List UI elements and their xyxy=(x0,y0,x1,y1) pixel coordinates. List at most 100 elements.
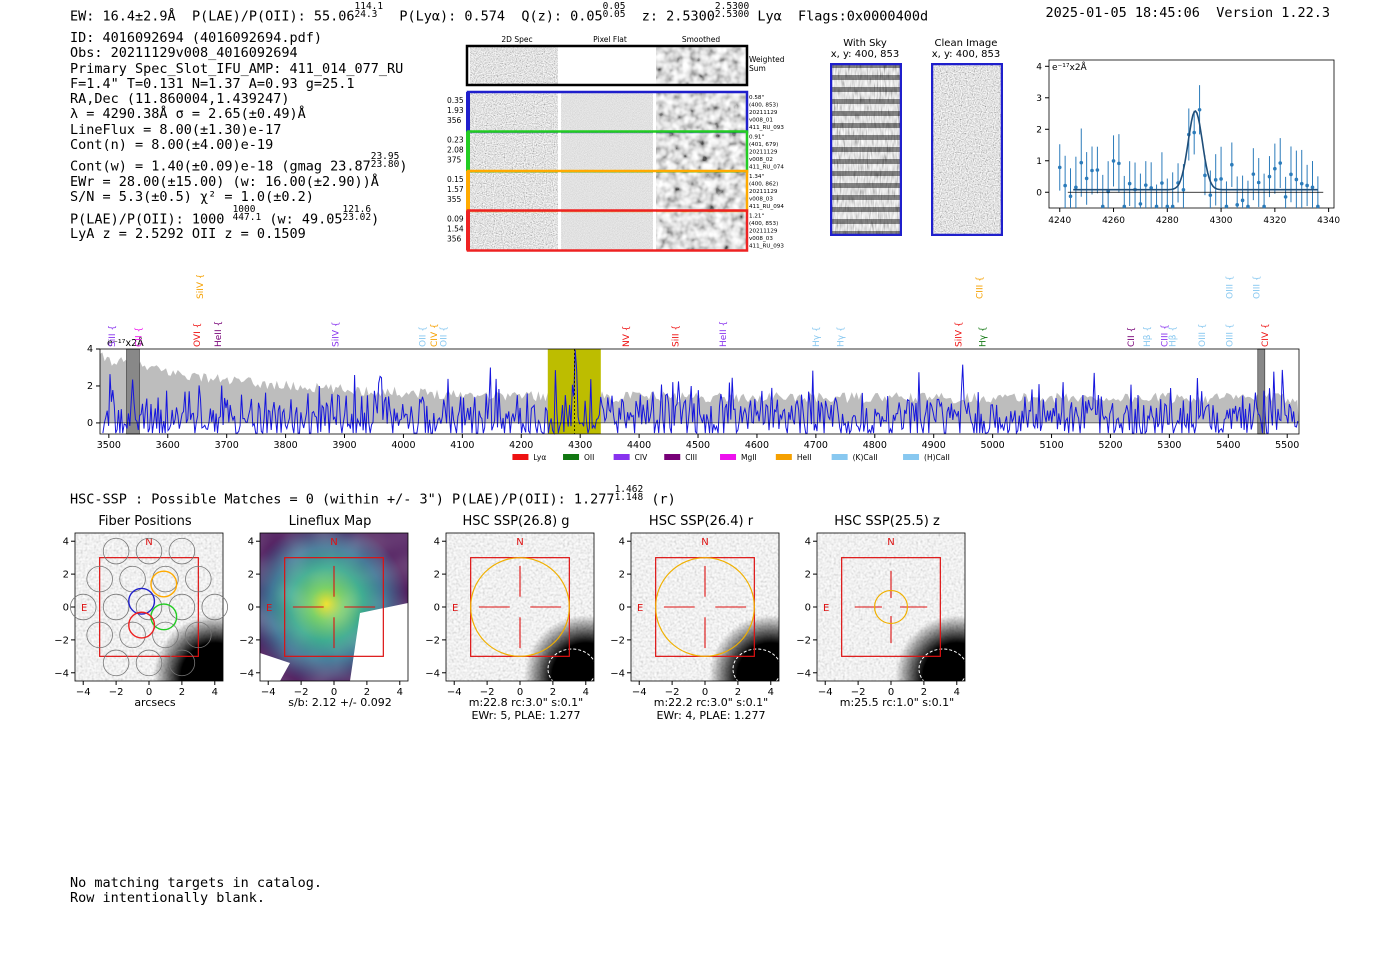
photometry-aperture xyxy=(470,557,570,657)
panel-xtick-label: −2 xyxy=(851,687,866,698)
hsc-panel-title: Fiber Positions xyxy=(98,514,192,529)
zoom-data-point xyxy=(1057,165,1062,170)
cutout-gap xyxy=(653,132,656,171)
cutout-smoothed xyxy=(656,93,746,131)
zoom-data-point xyxy=(1074,185,1078,190)
lineflux-blank xyxy=(260,653,290,681)
line-id: Lyα xyxy=(757,8,782,25)
east-label: E xyxy=(452,603,458,614)
flags-value: Flags:0x0000400d xyxy=(798,8,929,25)
panel-xtick-label: −4 xyxy=(447,687,462,698)
hsc-panel-title: HSC SSP(26.8) g xyxy=(462,514,570,529)
cutout-row-stat: 375 xyxy=(447,156,462,165)
spectrum-xtick-label: 5300 xyxy=(1157,440,1181,451)
zoom-data-point xyxy=(1283,195,1288,199)
line-id-text: CIV { xyxy=(430,323,440,347)
cutout-row-stat: 2.08 xyxy=(447,146,464,155)
panel-ytick-label: −4 xyxy=(54,668,69,679)
zoom-data-point xyxy=(1294,177,1299,182)
cutout-smoothed xyxy=(656,132,746,171)
line-id-text: Hβ { xyxy=(1168,326,1178,347)
spectrum-axes xyxy=(99,348,1300,435)
zoom-data-point xyxy=(1224,204,1229,209)
cutout-2dspec xyxy=(470,93,558,131)
zoom-data-point xyxy=(1197,107,1202,112)
zoom-line-fit-chart: 4240 4260 4280 4300 4320 4340 0 1 2 3 4 e⁻¹⁷x2Å xyxy=(1036,59,1340,226)
zoom-data-point xyxy=(1262,204,1266,209)
zoom-data-point xyxy=(1122,204,1127,209)
line-id-text: OIII { xyxy=(1225,275,1235,299)
zoom-data-point xyxy=(1256,180,1261,185)
line-id-text: OIII { xyxy=(1225,323,1235,347)
zoom-data-point xyxy=(1111,159,1116,163)
cutout-row-meta: v008_02 xyxy=(749,157,773,163)
spectrum-flux-line xyxy=(102,349,1299,435)
zoom-data-point xyxy=(1235,203,1240,207)
legend-swatch xyxy=(903,454,920,460)
with-sky-coord: x, y: 400, 853 xyxy=(830,49,900,60)
panel-ytick-label: 4 xyxy=(248,537,254,548)
panel-ytick-label: 4 xyxy=(619,537,625,548)
fiber-circle xyxy=(168,537,196,565)
panel-ytick-label: 0 xyxy=(619,603,625,614)
zoom-data-point xyxy=(1289,172,1293,177)
with-sky-title: With Sky x, y: 400, 853 xyxy=(820,38,910,60)
zoom-data-point xyxy=(1230,162,1234,167)
spectrum-xtick-label: 4400 xyxy=(627,440,651,451)
line-id-label: HeII { xyxy=(214,321,224,347)
cutout-row-stat: 1.54 xyxy=(447,225,464,234)
panel-ytick-label: 2 xyxy=(434,570,440,581)
hsc-panel-image: −4 −4 −2 −2 0 0 2 2 4 4 N E xyxy=(610,532,780,698)
cutout-row-stat: 0.15 xyxy=(447,175,464,184)
info-contn: Cont(n) = 8.00(±4.00)e-19 xyxy=(70,137,274,154)
info-redshifts: LyA z = 2.5292 OII z = 0.1509 xyxy=(70,226,306,243)
hsc-panel-caption: arcsecs xyxy=(50,696,260,709)
line-id-label: OII { xyxy=(418,326,428,347)
line-id-label: OIII { xyxy=(1225,323,1235,347)
caption-line-1: m:25.5 rc:1.0" s:0.1" xyxy=(839,696,955,709)
line-id-label: NV { xyxy=(622,326,632,347)
line-id-label: SiII { xyxy=(108,325,118,347)
zoom-data-point xyxy=(1181,187,1186,192)
line-id-label: Hβ { xyxy=(1168,326,1178,347)
caption-line-1: m:22.8 rc:3.0" s:0.1" xyxy=(468,696,584,709)
line-id-label: Hγ { xyxy=(837,326,847,347)
cutout-gap xyxy=(558,93,561,131)
cutout-row-meta: 411_RU_093 xyxy=(749,244,784,250)
fiber-circle xyxy=(168,649,196,677)
photometry-aperture xyxy=(873,589,909,625)
line-id-label: CIII { xyxy=(976,276,986,299)
footer-notes: No matching targets in catalog. Row inte… xyxy=(70,875,322,907)
line-id-label: SiIV { xyxy=(954,321,964,347)
fiber-circle xyxy=(102,649,130,677)
cutout-row-meta: 0.58" xyxy=(749,95,764,101)
east-label: E xyxy=(81,603,87,614)
cutout-row-stat: 356 xyxy=(447,235,462,244)
spectrum-xtick-label: 4100 xyxy=(450,440,474,451)
timestamp-version: 2025-01-05 18:45:06 Version 1.22.3 xyxy=(1046,5,1331,21)
panel-ytick-label: −4 xyxy=(610,668,625,679)
spectrum-unit-label: e⁻¹⁷x2Å xyxy=(107,337,144,349)
zoom-xtick-label: 4340 xyxy=(1317,216,1340,226)
north-label: N xyxy=(145,537,152,548)
panel-ytick-label: −2 xyxy=(425,635,440,646)
hsc-panel-title: Lineflux Map xyxy=(288,514,372,529)
panel-xtick-label: 4 xyxy=(212,687,218,698)
cutout-pixelflat xyxy=(561,93,653,131)
line-id-text: SiIV { xyxy=(332,321,342,347)
line-id-text: Hβ { xyxy=(1143,326,1153,347)
zoom-data-point xyxy=(1208,193,1213,197)
cutout-smoothed xyxy=(656,211,746,250)
cutout-row-stat: 356 xyxy=(447,116,462,125)
plae-value: P(LAE)/P(OII): 55.06 xyxy=(191,8,355,25)
caption-line-1: s/b: 2.12 +/- 0.092 xyxy=(288,696,392,709)
spectrum-xtick-label: 3800 xyxy=(274,440,298,451)
legend-label: HeII xyxy=(797,453,812,462)
ew-value: EW: 16.4±2.9Å xyxy=(70,8,176,25)
panel-ytick-label: −4 xyxy=(796,668,811,679)
legend-swatch xyxy=(563,454,580,460)
panel-ytick-label: 4 xyxy=(63,537,69,548)
fiber-circle xyxy=(201,593,229,621)
